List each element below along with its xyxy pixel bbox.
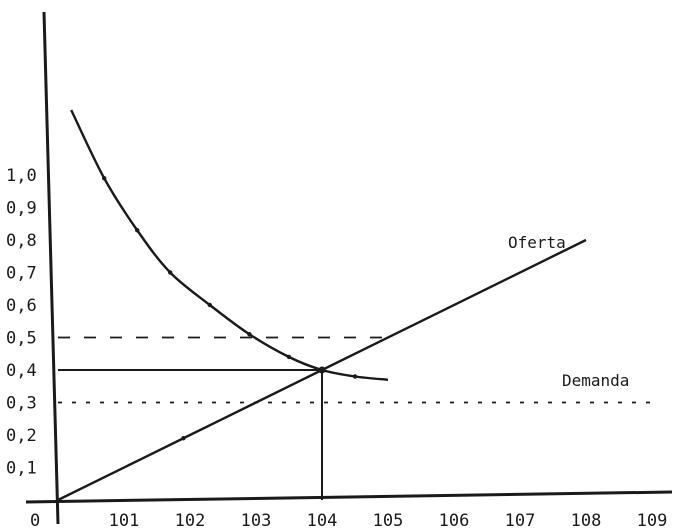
y-tick-label: 0,6 xyxy=(6,296,37,316)
x-tick-label: 107 xyxy=(505,511,536,531)
tick-labels: 101 102 103 104 105 106 107 108 109 0,1 0,2 0,3 0,4 0… xyxy=(6,166,667,531)
y-tick-label: 0,3 xyxy=(6,394,37,414)
x-tick-label: 109 xyxy=(637,511,668,531)
data-point-demanda xyxy=(135,228,140,233)
y-tick-label: 0,9 xyxy=(6,199,37,219)
curves xyxy=(57,109,587,502)
equilibrium-point xyxy=(318,366,326,374)
data-point-oferta xyxy=(181,436,186,441)
x-tick-label: 106 xyxy=(439,511,470,531)
y-tick-label: 0,4 xyxy=(6,361,37,381)
x-tick-label: 108 xyxy=(571,511,602,531)
demanda-label: Demanda xyxy=(562,371,629,390)
data-point-demanda xyxy=(168,270,173,275)
y-axis xyxy=(42,11,60,525)
y-tick-label: 1,0 xyxy=(6,166,37,186)
origin-label: 0 xyxy=(30,511,40,531)
data-point-demanda xyxy=(247,332,252,337)
series-line-demanda xyxy=(70,109,389,381)
x-axis xyxy=(25,490,673,504)
y-tick-label: 0,1 xyxy=(6,459,37,479)
data-point-demanda xyxy=(102,176,107,181)
data-point-demanda xyxy=(286,354,292,360)
oferta-label: Oferta xyxy=(508,233,566,252)
data-point-demanda xyxy=(352,374,358,379)
x-tick-label: 102 xyxy=(175,511,206,531)
y-tick-label: 0,5 xyxy=(6,329,37,349)
y-tick-label: 0,2 xyxy=(6,426,37,446)
x-tick-label: 101 xyxy=(109,511,140,531)
data-point-demanda xyxy=(207,302,212,308)
x-tick-label: 104 xyxy=(307,511,338,531)
x-tick-label: 105 xyxy=(373,511,404,531)
series-line-oferta xyxy=(57,238,587,502)
reference-lines xyxy=(58,336,652,500)
y-tick-label: 0,7 xyxy=(6,264,37,284)
x-tick-label: 103 xyxy=(241,511,272,531)
y-tick-label: 0,8 xyxy=(6,231,37,251)
